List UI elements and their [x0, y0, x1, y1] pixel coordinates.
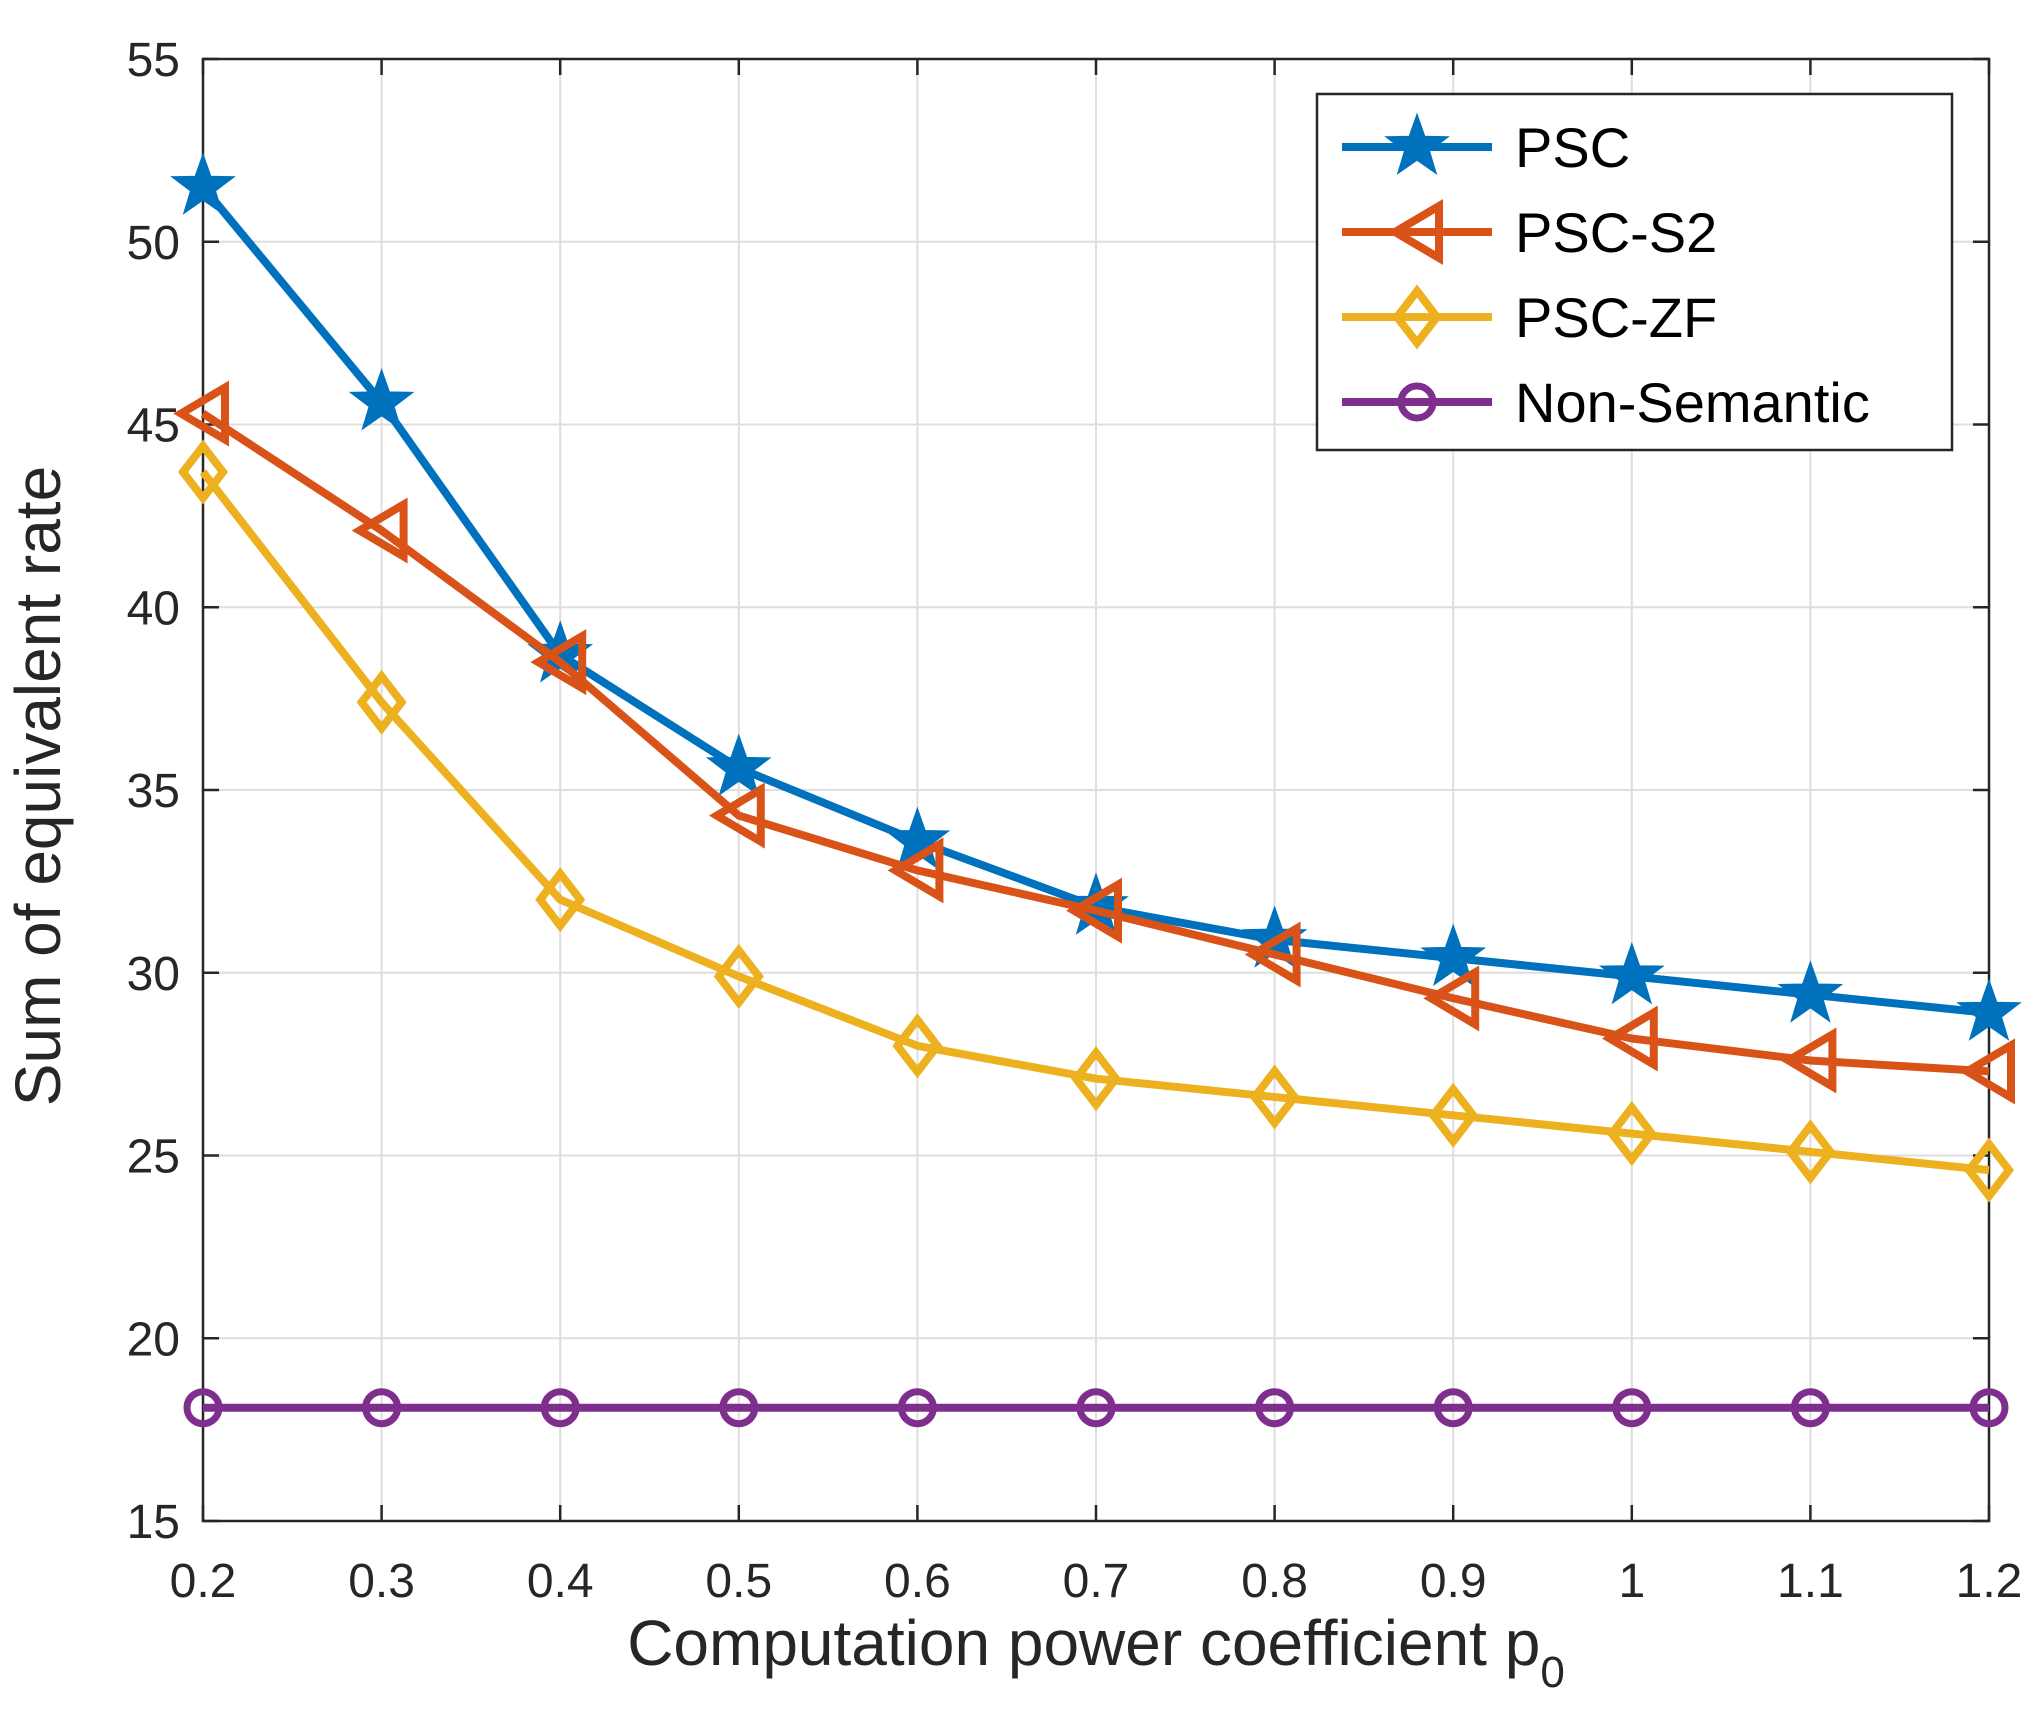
data-point-psc: [1956, 978, 2022, 1041]
y-tick-label: 20: [127, 1313, 180, 1366]
data-point-psc-zf: [713, 943, 764, 1009]
x-tick-label: 0.9: [1420, 1555, 1487, 1608]
y-tick-label: 35: [127, 765, 180, 818]
data-point-psc-zf: [1070, 1046, 1122, 1112]
data-point-non-semantic: [540, 1388, 580, 1428]
x-tick-label: 0.8: [1241, 1555, 1308, 1608]
data-point-psc-s2: [1423, 965, 1480, 1032]
y-tick-label: 45: [127, 400, 180, 453]
data-point-psc-zf: [535, 867, 586, 933]
legend-marker-non-semantic: [1397, 382, 1437, 422]
legend-label-psc-s2: PSC-S2: [1515, 201, 1717, 264]
data-point-psc-s2: [708, 782, 765, 849]
x-tick-label: 0.7: [1063, 1555, 1130, 1608]
series-line-psc-zf: [199, 469, 1990, 1175]
data-point-psc-s2: [530, 629, 587, 696]
data-point-psc-zf: [1785, 1119, 1836, 1185]
legend-label-psc: PSC: [1515, 116, 1630, 179]
legend-label-non-semantic: Non-Semantic: [1515, 371, 1870, 434]
y-tick-label: 30: [127, 948, 180, 1001]
data-point-psc-zf: [1428, 1082, 1479, 1148]
data-point-psc-zf: [892, 1013, 943, 1079]
y-tick-label: 25: [127, 1131, 180, 1184]
y-tick-label: 55: [127, 34, 180, 87]
x-axis-label: Computation power coefficient p0: [627, 1607, 1565, 1697]
y-axis-label: Sum of equivalent rate: [2, 466, 74, 1106]
x-tick-label: 1.2: [1956, 1555, 2023, 1608]
legend-label-psc-zf: PSC-ZF: [1515, 286, 1717, 349]
x-tick-label: 0.3: [348, 1555, 415, 1608]
data-point-psc: [1420, 923, 1487, 987]
x-tick-label: 1.1: [1777, 1555, 1844, 1608]
data-point-non-semantic: [1612, 1388, 1652, 1428]
x-tick-label: 0.5: [705, 1555, 772, 1608]
data-point-psc: [705, 733, 772, 796]
x-tick-label: 0.6: [884, 1555, 951, 1608]
series-non-semantic: [183, 1388, 2009, 1428]
data-point-non-semantic: [1076, 1388, 1116, 1428]
data-point-psc: [170, 152, 236, 215]
data-point-psc-s2: [1066, 877, 1122, 944]
data-point-non-semantic: [183, 1388, 223, 1428]
data-point-psc-s2: [1244, 921, 1301, 988]
x-axis-label-main: Computation power coefficient p: [627, 1607, 1540, 1679]
y-tick-label: 40: [127, 582, 180, 635]
data-point-psc-s2: [351, 497, 408, 564]
data-point-psc-zf: [1963, 1137, 2015, 1203]
data-point-non-semantic: [1433, 1388, 1473, 1428]
x-tick-label: 0.2: [170, 1555, 237, 1608]
data-point-psc-zf: [1249, 1064, 1300, 1130]
legend-entry-psc: PSC: [1342, 112, 1630, 179]
series-line-psc-s2: [200, 410, 1990, 1076]
x-axis-label-subscript: 0: [1540, 1648, 1564, 1697]
axes: [201, 57, 1991, 1523]
data-point-psc: [1777, 960, 1844, 1023]
series-psc-zf: [177, 439, 2015, 1203]
data-point-non-semantic: [1255, 1388, 1295, 1428]
data-point-psc-s2: [887, 837, 944, 904]
data-point-psc-zf: [1606, 1101, 1657, 1167]
x-tick-label: 1: [1618, 1555, 1645, 1608]
data-point-psc-zf: [177, 439, 229, 505]
data-point-psc: [1598, 941, 1665, 1005]
data-series: [170, 152, 2022, 1428]
data-point-psc-s2: [1780, 1027, 1837, 1094]
tick-labels: 0.2 0.3 0.4 0.5 0.6 0.7 0.8 0.9 1 1.1 1.2 15 20 25 30 3…: [127, 34, 2023, 1608]
data-point-psc-zf: [356, 669, 407, 735]
data-point-psc-s2: [1601, 1005, 1658, 1072]
y-tick-label: 15: [127, 1496, 180, 1549]
legend-marker-psc: [1384, 112, 1450, 176]
x-tick-label: 0.4: [527, 1555, 594, 1608]
data-point-psc-s2: [173, 380, 229, 447]
data-point-non-semantic: [362, 1388, 402, 1428]
legend-entry-psc-s2: PSC-S2: [1342, 198, 1717, 266]
data-point-non-semantic: [897, 1388, 937, 1428]
data-point-psc: [348, 368, 415, 431]
legend-entry-non-semantic: Non-Semantic: [1342, 371, 1870, 434]
legend-entry-psc-zf: PSC-ZF: [1342, 284, 1717, 350]
data-point-psc-s2: [1959, 1038, 2015, 1105]
y-tick-label: 50: [127, 217, 180, 270]
legend-marker-psc-s2: [1387, 198, 1443, 266]
data-point-non-semantic: [1969, 1388, 2009, 1428]
legend-marker-psc-zf: [1391, 284, 1443, 350]
legend: PSC PSC-S2 PSC-ZF Non-Semantic: [1315, 92, 1954, 452]
data-point-non-semantic: [719, 1388, 759, 1428]
series-psc-s2: [173, 380, 2015, 1105]
data-point-non-semantic: [1790, 1388, 1830, 1428]
